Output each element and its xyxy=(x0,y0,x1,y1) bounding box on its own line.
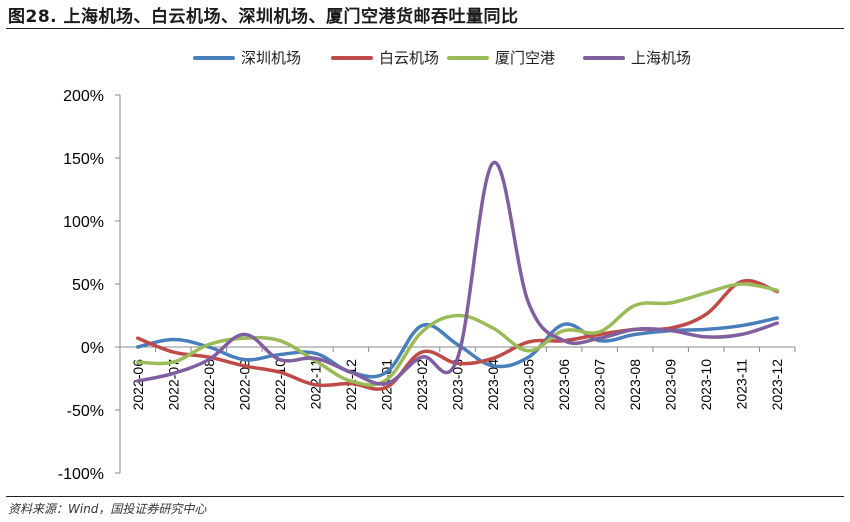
x-tick-label: 2023-03 xyxy=(450,359,466,411)
legend-label: 厦门空港 xyxy=(495,49,555,67)
legend-label: 白云机场 xyxy=(379,49,439,67)
chart-series xyxy=(136,161,779,391)
x-tick-label: 2023-05 xyxy=(521,359,537,411)
x-tick-label: 2023-04 xyxy=(485,359,501,411)
title-divider xyxy=(6,28,844,29)
x-tick-label: 2023-09 xyxy=(663,359,679,411)
x-tick-label: 2023-07 xyxy=(592,359,608,411)
x-tick-label: 2023-10 xyxy=(698,359,714,411)
chart-axes: 200% 150% 100% 50% 0% -50% -100% 2022-06 2022-07… xyxy=(58,88,796,483)
source-note: 资料来源：Wind，国投证券研究中心 xyxy=(8,502,207,516)
x-tick-label: 2022-08 xyxy=(201,359,217,411)
series-line-2 xyxy=(136,282,779,387)
legend-label: 深圳机场 xyxy=(241,49,301,67)
x-tick-label: 2023-06 xyxy=(556,359,572,411)
x-tick-label: 2022-10 xyxy=(272,359,288,411)
y-tick-label: 50% xyxy=(72,277,104,294)
y-tick-label: 100% xyxy=(63,214,104,231)
x-tick-label: 2022-06 xyxy=(130,359,146,411)
x-tick-label: 2023-11 xyxy=(734,359,750,410)
chart-title: 图28. 上海机场、白云机场、深圳机场、厦门空港货邮吞吐量同比 xyxy=(8,7,519,27)
x-tick-label: 2023-12 xyxy=(769,359,785,411)
x-tick-label: 2023-02 xyxy=(414,359,430,411)
x-tick-label: 2022-09 xyxy=(236,359,252,411)
footer-divider xyxy=(6,496,844,497)
y-tick-label: 200% xyxy=(63,88,104,105)
series-line-1 xyxy=(136,278,779,391)
y-tick-label: 0% xyxy=(81,340,104,357)
legend-label: 上海机场 xyxy=(631,49,691,67)
x-tick-label: 2023-08 xyxy=(627,359,643,411)
x-tick-label: 2022-07 xyxy=(165,359,181,411)
y-tick-label: -50% xyxy=(67,403,104,420)
y-tick-label: -100% xyxy=(58,466,104,483)
chart-legend: 深圳机场 白云机场 厦门空港 上海机场 xyxy=(193,49,691,67)
y-tick-label: 150% xyxy=(63,151,104,168)
series-line-3 xyxy=(136,161,779,386)
